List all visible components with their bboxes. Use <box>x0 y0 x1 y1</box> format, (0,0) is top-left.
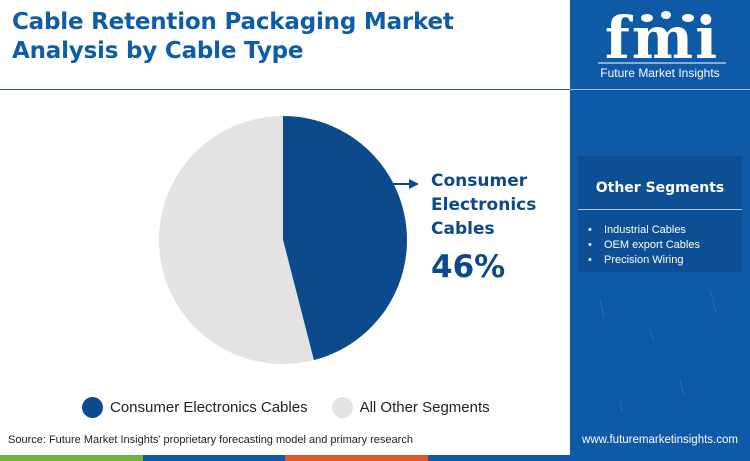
footer-bar-blue-2 <box>427 455 570 461</box>
segment-item-label: Precision Wiring <box>604 254 684 266</box>
footer-color-bar <box>0 455 570 461</box>
other-segments-divider <box>578 209 742 210</box>
other-segments-title: Other Segments <box>595 180 725 196</box>
callout-label: Consumer Electronics Cables <box>431 169 561 241</box>
source-note: Source: Future Market Insights’ propriet… <box>8 434 413 446</box>
sidebar-divider <box>570 89 750 90</box>
pie-slice-consumer-electronics-cables <box>283 116 407 361</box>
website-url: www.futuremarketinsights.com <box>582 434 738 446</box>
legend: Consumer Electronics Cables All Other Se… <box>82 394 514 420</box>
callout-label-line-3: Cables <box>431 219 495 239</box>
pie-chart <box>159 115 419 364</box>
legend-label-all-other: All Other Segments <box>359 398 490 416</box>
legend-item-all-other: All Other Segments <box>331 396 490 418</box>
segment-item: • Industrial Cables <box>588 224 686 236</box>
other-segments-box: Other Segments • Industrial Cables • OEM e… <box>578 156 742 272</box>
footer-bar-orange <box>285 455 428 461</box>
segment-item: • Precision Wiring <box>588 254 684 266</box>
callout-label-line-1: Consumer <box>431 171 528 191</box>
pie-slices <box>159 115 407 364</box>
segment-item-label: OEM export Cables <box>604 239 700 251</box>
callout-arrow <box>393 179 419 189</box>
title-divider <box>0 89 570 90</box>
sidebar-texture <box>599 289 717 413</box>
callout-value: 46% <box>431 249 506 285</box>
logo-subtitle: Future Market Insights <box>600 66 720 80</box>
footer-bar-green <box>0 455 143 461</box>
sidebar: fmi Future Market Insights Other Segment… <box>570 0 750 461</box>
svg-text:fmi: fmi <box>605 6 719 72</box>
pie-slice-all-other-segments <box>159 115 314 364</box>
legend-label-consumer-electronics: Consumer Electronics Cables <box>110 398 308 416</box>
legend-swatch-consumer-electronics <box>82 396 103 418</box>
legend-swatch-all-other <box>331 396 353 418</box>
fmi-logo: fmi <box>598 6 726 72</box>
footer-bar-blue <box>142 455 285 461</box>
callout-label-line-2: Electronics <box>431 195 537 215</box>
segment-item-label: Industrial Cables <box>604 224 686 236</box>
segment-item: • OEM export Cables <box>588 239 700 251</box>
chart-title-line-2: Analysis by Cable Type <box>12 38 304 64</box>
chart-title-line-1: Cable Retention Packaging Market <box>12 9 454 35</box>
legend-item-consumer-electronics: Consumer Electronics Cables <box>82 396 308 418</box>
chart-title: Cable Retention Packaging Market Analysi… <box>12 8 552 66</box>
other-segments-list: • Industrial Cables • OEM export Cables • P… <box>588 223 700 268</box>
